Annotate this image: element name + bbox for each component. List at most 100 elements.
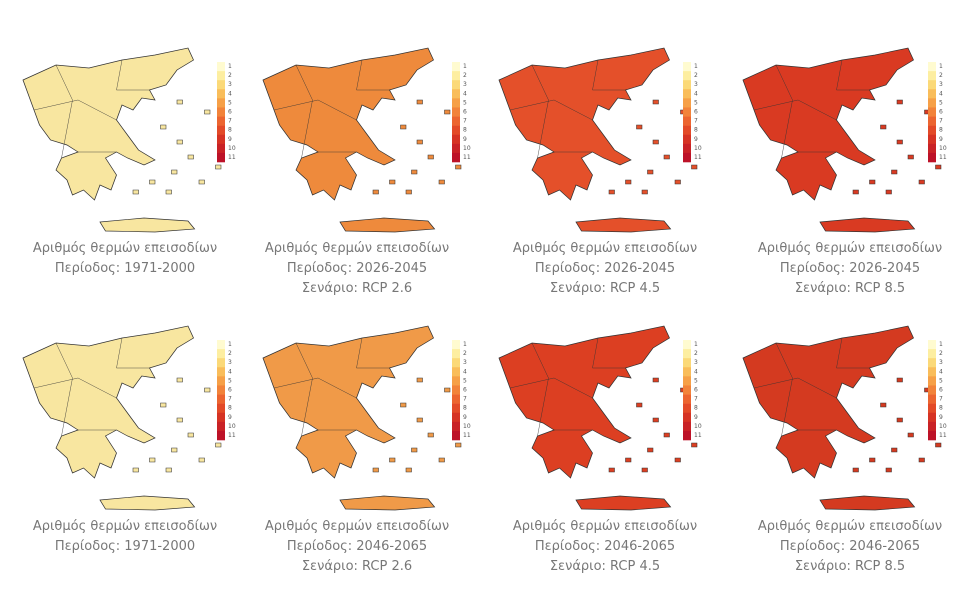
colorbar-label: 7 (228, 396, 232, 403)
colorbar-label: 11 (694, 154, 702, 161)
colorbar-label: 5 (228, 377, 232, 384)
colorbar-label: 10 (694, 145, 702, 152)
colorbar-label: 10 (463, 423, 471, 430)
colorbar-step (452, 116, 460, 126)
map-region (262, 325, 434, 479)
colorbar-step (683, 98, 691, 108)
map-region (498, 47, 670, 201)
colorbar-step (217, 367, 225, 377)
colorbar-label: 6 (463, 109, 467, 116)
colorbar-step (452, 134, 460, 145)
colorbar-step (683, 412, 691, 423)
colorbar-label: 3 (463, 359, 467, 366)
colorbar-label: 1 (694, 63, 698, 70)
colorbar-step (452, 80, 460, 90)
caption-line: Αριθμός θερμών επεισοδίων (758, 241, 942, 256)
colorbar-label: 9 (463, 414, 467, 421)
colorbar-step (452, 143, 460, 154)
island (149, 179, 156, 185)
colorbar-step (217, 80, 225, 90)
map-panel (262, 47, 462, 233)
island (400, 402, 407, 408)
colorbar-step (452, 376, 460, 386)
colorbar-step (683, 358, 691, 368)
colorbar-step (452, 71, 460, 81)
colorbar-step (452, 125, 460, 136)
colorbar-label: 10 (939, 145, 947, 152)
colorbar-label: 2 (463, 350, 467, 357)
colorbar-step (452, 421, 460, 432)
island (149, 457, 156, 463)
colorbar-step (217, 107, 225, 117)
island (444, 109, 451, 115)
colorbar-label: 10 (463, 145, 471, 152)
island (204, 387, 211, 393)
colorbar-step (683, 340, 691, 350)
island (608, 467, 615, 473)
colorbar-label: 11 (939, 432, 947, 439)
colorbar-step (217, 403, 225, 414)
island (880, 124, 887, 130)
island (372, 467, 379, 473)
colorbar-step (217, 62, 225, 72)
map-region (339, 217, 436, 233)
colorbar-step (928, 358, 936, 368)
island (880, 402, 887, 408)
colorbar-label: 4 (228, 90, 232, 97)
colorbar-label: 2 (463, 72, 467, 79)
colorbar-label: 4 (694, 90, 698, 97)
island (198, 457, 205, 463)
colorbar-label: 6 (228, 387, 232, 394)
colorbar-label: 3 (939, 359, 943, 366)
colorbar-step (452, 367, 460, 377)
colorbar-step (928, 412, 936, 423)
colorbar-label: 8 (694, 405, 698, 412)
colorbar-label: 10 (694, 423, 702, 430)
island (132, 467, 139, 473)
colorbar-label: 5 (463, 99, 467, 106)
colorbar-label: 11 (228, 432, 236, 439)
colorbar-step (928, 107, 936, 117)
colorbar-label: 4 (228, 368, 232, 375)
island (896, 99, 903, 105)
island (400, 124, 407, 130)
island (455, 442, 462, 448)
map-panel (498, 325, 698, 511)
colorbar-label: 2 (939, 350, 943, 357)
colorbar-step (928, 340, 936, 350)
island (674, 457, 681, 463)
colorbar-label: 4 (939, 368, 943, 375)
colorbar-label: 4 (463, 90, 467, 97)
colorbar-step (217, 421, 225, 432)
map-panel (742, 47, 942, 233)
colorbar-label: 1 (228, 341, 232, 348)
island (427, 154, 434, 160)
island (198, 179, 205, 185)
map-region (819, 495, 916, 511)
island (405, 467, 412, 473)
colorbar-step (683, 385, 691, 395)
island (647, 447, 654, 453)
map-region (742, 47, 914, 201)
island (852, 189, 859, 195)
colorbar-step (217, 134, 225, 145)
island (918, 457, 925, 463)
island (176, 377, 183, 383)
map-region (575, 495, 672, 511)
caption-line: Σενάριο: RCP 8.5 (795, 559, 905, 574)
colorbar-label: 7 (463, 396, 467, 403)
colorbar-label: 7 (939, 118, 943, 125)
caption-line: Σενάριο: RCP 2.6 (302, 559, 412, 574)
colorbar-label: 6 (228, 109, 232, 116)
colorbar-step (217, 98, 225, 108)
colorbar-label: 4 (939, 90, 943, 97)
island (869, 179, 876, 185)
colorbar-label: 7 (228, 118, 232, 125)
island (405, 189, 412, 195)
colorbar-step (928, 430, 936, 441)
island (918, 179, 925, 185)
island (416, 417, 423, 423)
colorbar-step (928, 98, 936, 108)
colorbar-label: 3 (463, 81, 467, 88)
